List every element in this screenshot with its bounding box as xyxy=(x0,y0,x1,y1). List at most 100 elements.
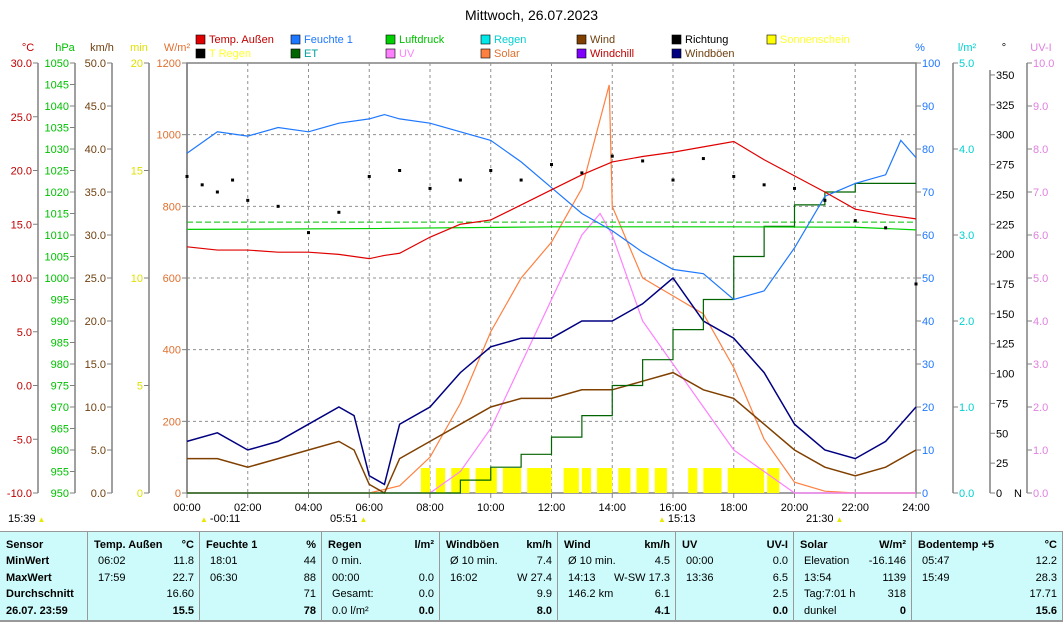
direction-point xyxy=(337,210,341,214)
y-tick-label: 70 xyxy=(922,187,934,199)
y-tick-label: 20 xyxy=(922,402,934,414)
y-tick-label: 970 xyxy=(51,402,69,414)
table-row: 16.60 xyxy=(166,588,194,601)
y-tick-label: 100 xyxy=(996,369,1014,381)
y-axis-unit: °C xyxy=(22,42,34,54)
y-tick-label: 995 xyxy=(51,295,69,307)
direction-point xyxy=(823,198,827,202)
y-tick-label: 325 xyxy=(996,100,1014,112)
luftdruck-series-line xyxy=(186,226,917,231)
sunshine-bar xyxy=(581,468,591,493)
y-tick-label: 20.0 xyxy=(85,316,106,328)
table-row: 06:30 88 xyxy=(210,571,316,584)
astro-marker-time: 15:39 xyxy=(8,513,36,525)
astro-marker: 21:30 ▲ xyxy=(806,513,845,525)
direction-point xyxy=(732,174,736,178)
legend-item: Sonnenschein xyxy=(780,34,850,46)
y-tick-label: 30 xyxy=(922,359,934,371)
y-tick-label: 990 xyxy=(51,316,69,328)
y-tick-label: 2.0 xyxy=(959,316,974,328)
direction-point xyxy=(276,204,280,208)
astro-marker: 05:51 ▲ xyxy=(330,513,369,525)
y-tick-label: 125 xyxy=(996,339,1014,351)
direction-point xyxy=(610,154,614,158)
table-row: Elevation -16.146 xyxy=(804,555,906,568)
legend-item: UV xyxy=(399,48,415,60)
table-row: Ø 10 min. 7.4 xyxy=(450,555,552,568)
table-header: Windböen km/h xyxy=(446,539,552,551)
direction-point xyxy=(853,219,857,223)
legend-item: Richtung xyxy=(685,34,728,46)
y-tick-label: 1020 xyxy=(45,187,69,199)
table-header: Temp. Außen °C xyxy=(94,539,194,551)
table-row: 71 xyxy=(303,588,316,601)
y-tick-label: 15.0 xyxy=(85,359,106,371)
table-row: 78 xyxy=(303,604,316,617)
direction-point xyxy=(307,231,310,235)
table-header: Feuchte 1% xyxy=(206,539,316,551)
x-tick-label: 18:00 xyxy=(720,502,748,514)
y-tick-label: -10.0 xyxy=(7,488,32,500)
y-tick-label: 300 xyxy=(996,130,1014,142)
table-header: Wind km/h xyxy=(564,539,670,551)
y-tick-label: 15 xyxy=(131,166,143,178)
y-tick-label: 1.0 xyxy=(1033,445,1048,457)
table-column: Windböen km/h Ø 10 min. 7.4 16:02 W 27.4 9.9 8.… xyxy=(440,532,558,620)
direction-point xyxy=(215,190,219,194)
y-tick-label: 80 xyxy=(922,144,934,156)
sunshine-bar xyxy=(727,468,765,493)
y-tick-label: 1040 xyxy=(45,101,69,113)
table-row: Gesamt: 0.0 xyxy=(332,588,434,601)
table-row: dunkel 0 xyxy=(804,604,906,617)
y-tick-label: 40 xyxy=(922,316,934,328)
y-tick-label: 0 xyxy=(996,488,1002,500)
y-tick-label: 950 xyxy=(51,488,69,500)
y-tick-label: 5.0 xyxy=(17,327,32,339)
y-tick-label: 50.0 xyxy=(85,58,106,70)
y-tick-label: 1025 xyxy=(45,166,69,178)
y-axis-unit: l/m² xyxy=(958,42,977,54)
table-column: Wind km/h Ø 10 min. 4.5 14:13 W-SW 17.3 146.2 … xyxy=(558,532,676,620)
y-tick-label: 0 xyxy=(922,488,928,500)
y-tick-label: 40.0 xyxy=(85,144,106,156)
sunshine-bar xyxy=(618,468,631,493)
legend-item: Feuchte 1 xyxy=(304,34,353,46)
legend-swatch xyxy=(671,48,682,59)
x-tick-label: 00:00 xyxy=(173,502,201,514)
table-row: Ø 10 min. 4.5 xyxy=(568,555,670,568)
temp-au-en-series-line xyxy=(186,140,917,260)
y-tick-label: 0.0 xyxy=(17,381,32,393)
y-tick-label: 10 xyxy=(131,273,143,285)
direction-point xyxy=(762,183,766,187)
windb-en-series-line xyxy=(186,276,917,486)
y-tick-label: 4.0 xyxy=(959,144,974,156)
table-row: 8.0 xyxy=(536,604,552,617)
y-tick-label: 0.0 xyxy=(91,488,106,500)
sunshine-bar xyxy=(636,468,649,493)
y-tick-label: 960 xyxy=(51,445,69,457)
x-tick-label: 12:00 xyxy=(538,502,566,514)
direction-point xyxy=(884,226,888,230)
x-tick-label: 16:00 xyxy=(659,502,687,514)
y-tick-label: 45.0 xyxy=(85,101,106,113)
y-tick-label: 15.0 xyxy=(11,219,32,231)
table-row: 13:36 6.5 xyxy=(686,571,788,584)
y-tick-label: 8.0 xyxy=(1033,144,1048,156)
direction-point xyxy=(489,169,493,172)
y-tick-label: 150 xyxy=(996,309,1014,321)
y-tick-label: 975 xyxy=(51,381,69,393)
table-row: 00:00 0.0 xyxy=(686,555,788,568)
moonset-icon: ▲ xyxy=(200,515,208,524)
table-row: 15:49 28.3 xyxy=(922,571,1057,584)
y-tick-label: 5 xyxy=(137,381,143,393)
y-tick-label: 175 xyxy=(996,279,1014,291)
y-tick-label: 100 xyxy=(922,58,940,70)
y-tick-label: 4.0 xyxy=(1033,316,1048,328)
y-tick-label: 60 xyxy=(922,230,934,242)
y-tick-label: 600 xyxy=(163,273,181,285)
direction-point xyxy=(398,169,402,172)
y-tick-label: 6.0 xyxy=(1033,230,1048,242)
legend-item: Windchill xyxy=(590,48,634,60)
legend-swatch xyxy=(480,48,491,59)
y-tick-label: 1050 xyxy=(45,58,69,70)
